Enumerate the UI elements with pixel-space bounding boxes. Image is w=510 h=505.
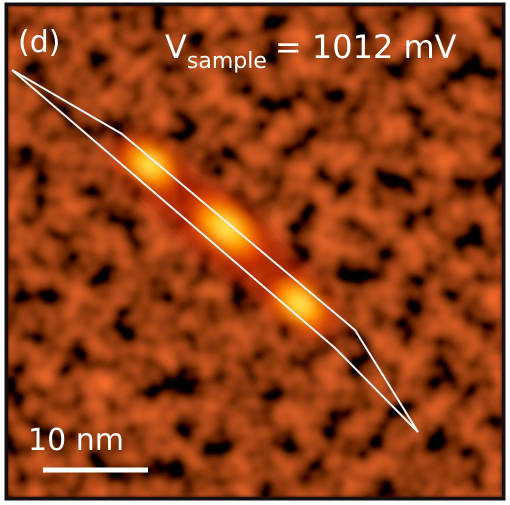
figure-panel: (d) Vsample = 1012 mV 10 nm [0, 0, 510, 505]
panel-label: (d) [18, 25, 60, 60]
voltage-symbol: V [165, 28, 187, 66]
scale-bar-label: 10 nm [28, 423, 124, 458]
page: (d) Vsample= 1012 mV 10 nm (() => { cons… [0, 0, 510, 505]
voltage-value: = 1012 mV [275, 28, 457, 66]
voltage-subscript: sample [187, 49, 267, 74]
